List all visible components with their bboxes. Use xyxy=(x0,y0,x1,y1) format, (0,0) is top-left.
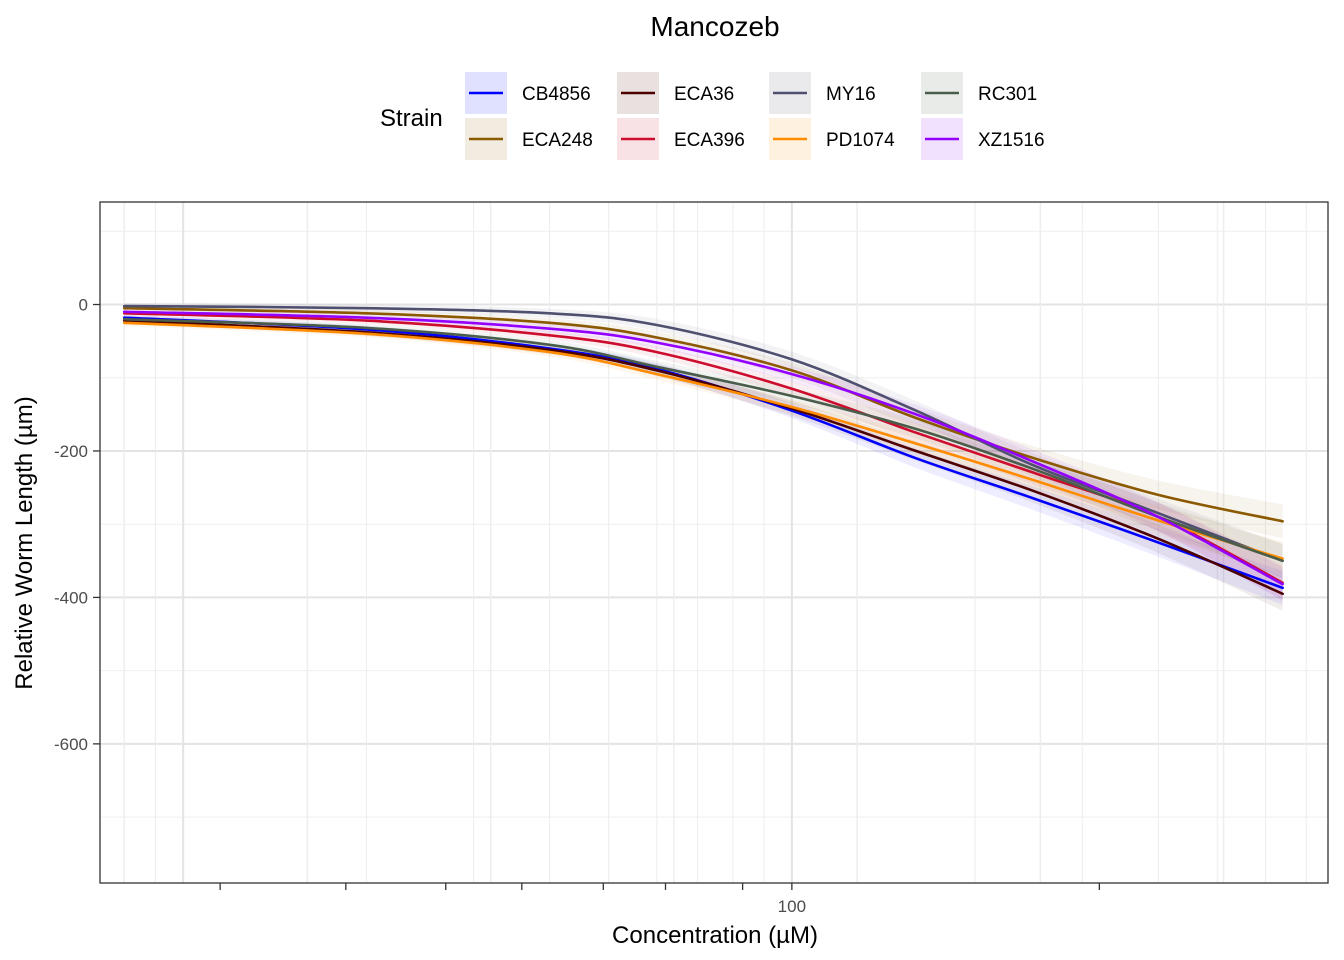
y-tick-label: -600 xyxy=(54,735,88,754)
series-line-cb4856 xyxy=(122,316,1284,590)
legend-item-eca248: ECA248 xyxy=(465,118,593,160)
chart-title: Mancozeb xyxy=(650,11,779,42)
legend-item-cb4856: CB4856 xyxy=(465,72,591,114)
y-axis-title: Relative Worm Length (µm) xyxy=(11,396,38,689)
legend-label: XZ1516 xyxy=(978,130,1045,151)
x-axis-title: Concentration (µM) xyxy=(612,922,818,949)
y-tick-label: -400 xyxy=(54,588,88,607)
legend-label: RC301 xyxy=(978,84,1037,105)
y-tick-label: 0 xyxy=(79,296,88,315)
legend-label: CB4856 xyxy=(522,84,591,105)
legend-item-eca36: ECA36 xyxy=(617,72,734,114)
legend-label: MY16 xyxy=(826,84,876,105)
series-line-eca248 xyxy=(122,306,1284,523)
legend-item-pd1074: PD1074 xyxy=(769,118,895,160)
x-tick-label: 100 xyxy=(778,897,806,916)
series-line-rc301 xyxy=(122,317,1284,563)
legend-label: ECA248 xyxy=(522,130,593,151)
series-line-pd1074 xyxy=(122,321,1284,560)
y-tick-label: -200 xyxy=(54,442,88,461)
legend-label: ECA36 xyxy=(674,84,734,105)
series-line-xz1516 xyxy=(122,310,1284,586)
legend-item-my16: MY16 xyxy=(769,72,876,114)
legend-label: PD1074 xyxy=(826,130,895,151)
legend-item-xz1516: XZ1516 xyxy=(921,118,1045,160)
plot-border xyxy=(99,201,1329,884)
plot-panel xyxy=(99,201,1329,884)
legend-label: ECA396 xyxy=(674,130,745,151)
legend-item-rc301: RC301 xyxy=(921,72,1037,114)
legend-item-eca396: ECA396 xyxy=(617,118,745,160)
confidence-band-eca396 xyxy=(124,310,1283,600)
legend: Strain CB4856 ECA248 ECA36 ECA396 MY16 PD1074… xyxy=(380,72,1045,160)
legend-title: Strain xyxy=(380,105,443,132)
